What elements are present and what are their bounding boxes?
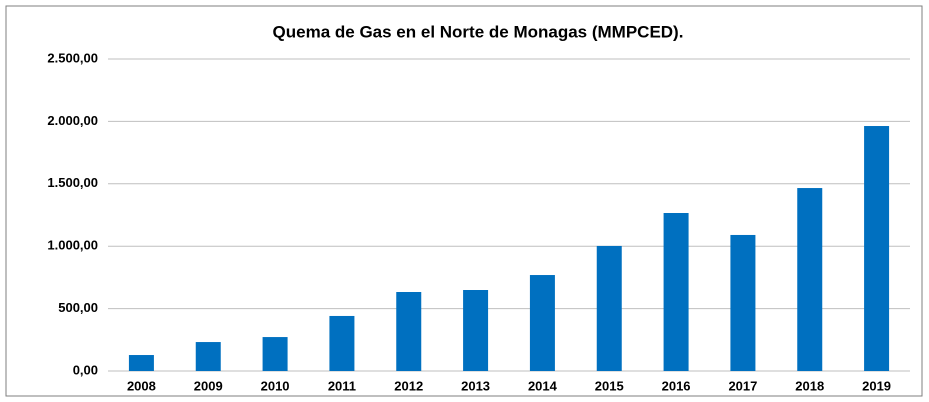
x-tick-label: 2016 <box>662 378 691 393</box>
x-tick-label: 2014 <box>528 378 558 393</box>
bar <box>195 342 221 371</box>
y-tick-label: 2.500,00 <box>47 50 98 65</box>
y-tick-label: 1.500,00 <box>47 175 98 190</box>
x-tick-label: 2008 <box>127 378 156 393</box>
x-tick-label: 2010 <box>261 378 290 393</box>
bar <box>329 315 355 371</box>
bar <box>529 275 555 371</box>
x-tick-label: 2009 <box>194 378 223 393</box>
bar <box>797 188 823 371</box>
bar <box>396 292 422 371</box>
x-tick-label: 2018 <box>795 378 824 393</box>
chart-title: Quema de Gas en el Norte de Monagas (MMP… <box>273 22 684 41</box>
bar <box>596 245 622 371</box>
x-tick-label: 2011 <box>328 378 356 393</box>
bar <box>262 337 288 371</box>
y-tick-label: 2.000,00 <box>47 113 98 128</box>
bar <box>463 290 489 371</box>
bar <box>663 213 689 371</box>
x-tick-label: 2015 <box>595 378 624 393</box>
x-tick-label: 2013 <box>461 378 490 393</box>
x-tick-label: 2017 <box>728 378 757 393</box>
y-tick-label: 1.000,00 <box>47 238 98 253</box>
bar <box>128 355 154 371</box>
bar <box>730 234 756 371</box>
y-tick-label: 500,00 <box>58 300 98 315</box>
bar <box>864 126 890 371</box>
x-tick-label: 2012 <box>394 378 423 393</box>
y-tick-label: 0,00 <box>73 362 98 377</box>
x-tick-label: 2019 <box>862 378 891 393</box>
